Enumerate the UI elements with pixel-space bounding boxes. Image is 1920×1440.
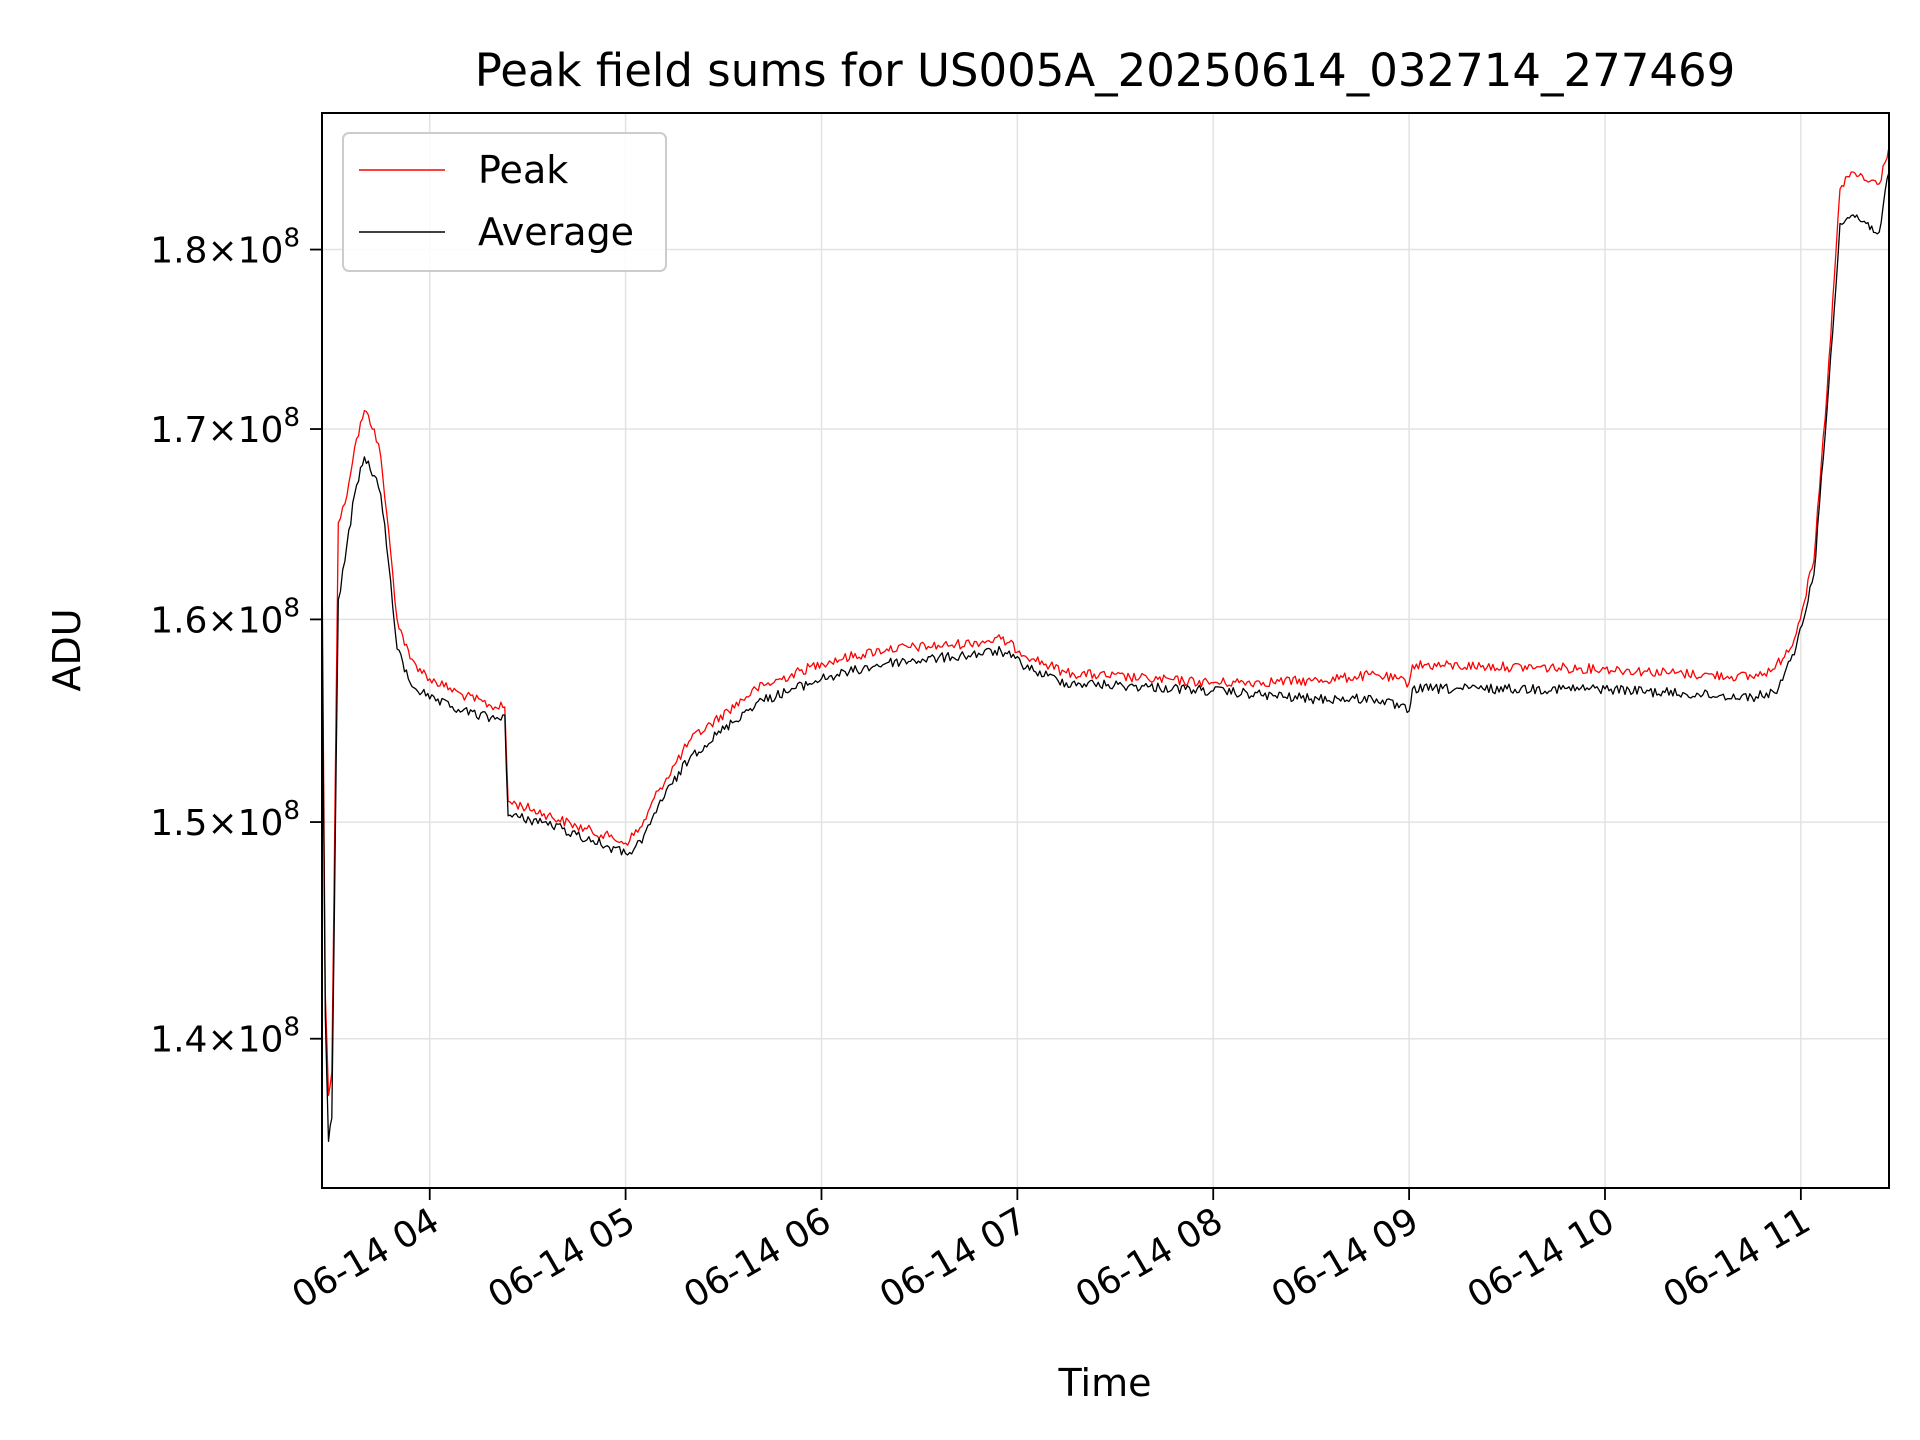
y-tick-label: 1.4×108 — [150, 1013, 300, 1061]
legend-label-peak: Peak — [478, 148, 568, 192]
y-tick-times: × — [207, 1020, 237, 1061]
y-tick-base: 10 — [238, 231, 284, 272]
plot-frame — [321, 112, 1890, 1189]
y-tick-label: 1.8×108 — [150, 224, 300, 272]
legend: Peak Average — [342, 132, 667, 272]
y-tick-exponent: 8 — [283, 1013, 300, 1043]
y-tick-base: 10 — [238, 1020, 284, 1061]
y-tick-exponent: 8 — [283, 796, 300, 826]
y-tick-label: 1.5×108 — [150, 796, 300, 844]
y-tick-exponent: 8 — [283, 224, 300, 254]
y-axis-label: ADU — [45, 608, 89, 691]
y-tick-base: 10 — [238, 803, 284, 844]
chart-title: Peak field sums for US005A_20250614_0327… — [475, 44, 1736, 97]
series-line-average — [322, 171, 1889, 1142]
y-tick-times: × — [207, 410, 237, 451]
y-tick-times: × — [207, 231, 237, 272]
y-tick-mantissa: 1.8 — [150, 231, 207, 272]
y-tick-exponent: 8 — [283, 593, 300, 623]
y-tick-label: 1.6×108 — [150, 593, 300, 641]
y-tick-exponent: 8 — [283, 403, 300, 433]
y-tick-label: 1.7×108 — [150, 403, 300, 451]
grid — [322, 113, 1889, 1188]
series-layer — [322, 146, 1889, 1142]
legend-label-average: Average — [478, 210, 634, 254]
y-tick-times: × — [207, 600, 237, 641]
y-tick-mantissa: 1.7 — [150, 410, 207, 451]
y-tick-mantissa: 1.6 — [150, 600, 207, 641]
y-tick-base: 10 — [238, 410, 284, 451]
y-tick-times: × — [207, 803, 237, 844]
y-tick-base: 10 — [238, 600, 284, 641]
x-axis-label: Time — [1058, 1361, 1152, 1405]
legend-box — [342, 132, 667, 272]
series-line-peak — [322, 146, 1889, 1096]
y-tick-mantissa: 1.5 — [150, 803, 207, 844]
y-tick-mantissa: 1.4 — [150, 1020, 207, 1061]
